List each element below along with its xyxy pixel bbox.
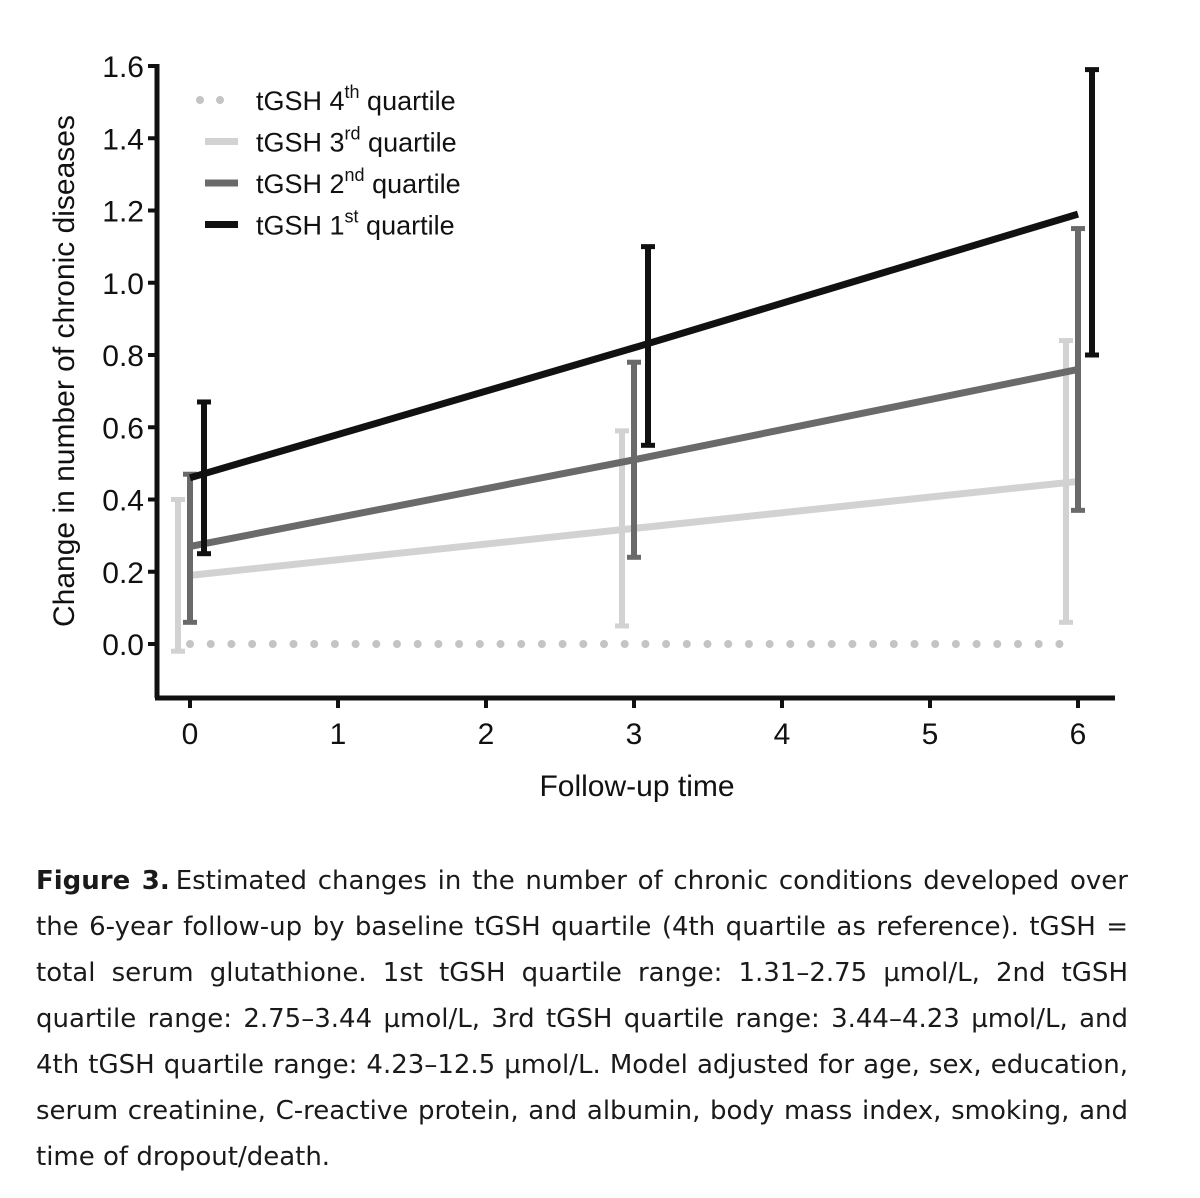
figure-label: Figure 3. (36, 866, 170, 896)
legend-label: tGSH 2nd quartile (256, 165, 461, 199)
x-tick-label: 1 (330, 718, 347, 751)
chart-plot-area (171, 67, 1099, 654)
chart-legend: tGSH 4th quartile tGSH 3rd quartile tGSH 2… (196, 82, 461, 241)
y-tick-label: 1.2 (102, 196, 144, 229)
x-tick-label: 4 (774, 718, 791, 751)
y-tick-label: 0.4 (102, 485, 144, 518)
series-2 (171, 338, 1079, 654)
y-tick-label: 0.0 (102, 629, 144, 662)
series-line (189, 366, 1079, 550)
legend-item: tGSH 1st quartile (205, 207, 455, 241)
y-tick-label: 0.2 (102, 557, 144, 590)
x-tick-label: 6 (1070, 718, 1087, 751)
figure-caption: Figure 3. Estimated changes in the number… (36, 858, 1128, 1180)
legend-label: tGSH 3rd quartile (256, 124, 457, 158)
y-tick-label: 0.6 (102, 412, 144, 445)
legend-item: tGSH 3rd quartile (205, 124, 457, 158)
legend-label: tGSH 4th quartile (256, 82, 456, 116)
y-axis-label: Change in number of chronic diseases (48, 115, 81, 627)
series-4 (189, 67, 1099, 557)
y-tick-label: 1.4 (102, 123, 144, 156)
y-tick-label: 1.0 (102, 268, 144, 301)
x-tick-label: 3 (626, 718, 643, 751)
legend-item: tGSH 4th quartile (196, 82, 456, 116)
y-tick-label: 1.6 (102, 51, 144, 84)
figure-caption-text: Estimated changes in the number of chron… (36, 866, 1128, 1172)
series-line (189, 210, 1080, 482)
chart: 0.0 0.2 0.4 0.6 0.8 1.0 1.2 1.4 1.6 0 1 2 3 4 5 6 tGSH … (48, 51, 1115, 803)
chart-axes: 0.0 0.2 0.4 0.6 0.8 1.0 1.2 1.4 1.6 0 1 2 3 4 5 6 (102, 51, 1115, 751)
series-3 (183, 226, 1085, 625)
legend-item: tGSH 2nd quartile (205, 165, 461, 199)
x-tick-label: 0 (182, 718, 199, 751)
x-tick-label: 5 (922, 718, 939, 751)
legend-label: tGSH 1st quartile (256, 207, 455, 241)
x-tick-label: 2 (478, 718, 495, 751)
x-axis-label: Follow-up time (539, 770, 734, 803)
y-tick-label: 0.8 (102, 340, 144, 373)
